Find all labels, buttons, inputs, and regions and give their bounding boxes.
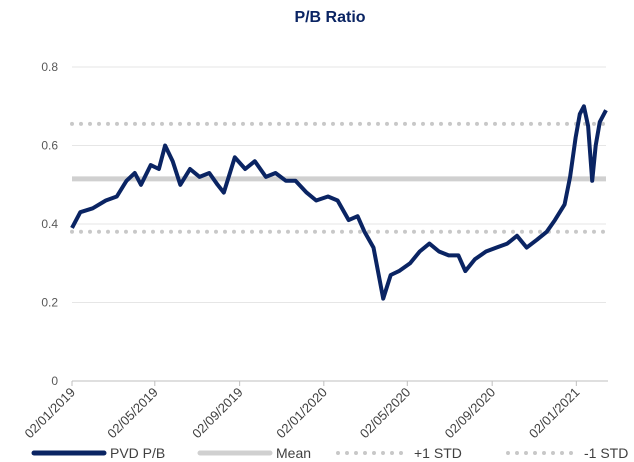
- legend-label: +1 STD: [414, 445, 462, 461]
- x-tick-label: 02/09/2019: [189, 385, 246, 442]
- x-tick-label: 02/09/2020: [442, 385, 499, 442]
- y-tick-label: 0.8: [41, 60, 58, 74]
- y-tick-label: 0: [51, 374, 58, 388]
- x-tick-label: 02/01/2021: [526, 385, 583, 442]
- x-tick-label: 02/05/2020: [357, 385, 414, 442]
- legend-label: PVD P/B: [110, 445, 165, 461]
- y-tick-label: 0.2: [41, 296, 58, 310]
- y-tick-label: 0.6: [41, 139, 58, 153]
- chart-title: P/B Ratio: [294, 9, 365, 26]
- y-tick-label: 0.4: [41, 217, 58, 231]
- legend-label: Mean: [276, 445, 311, 461]
- x-tick-label: 02/01/2019: [21, 385, 78, 442]
- legend-label: -1 STD: [584, 445, 628, 461]
- x-tick-label: 02/05/2019: [104, 385, 161, 442]
- x-tick-label: 02/01/2020: [273, 385, 330, 442]
- series-line: [70, 104, 608, 301]
